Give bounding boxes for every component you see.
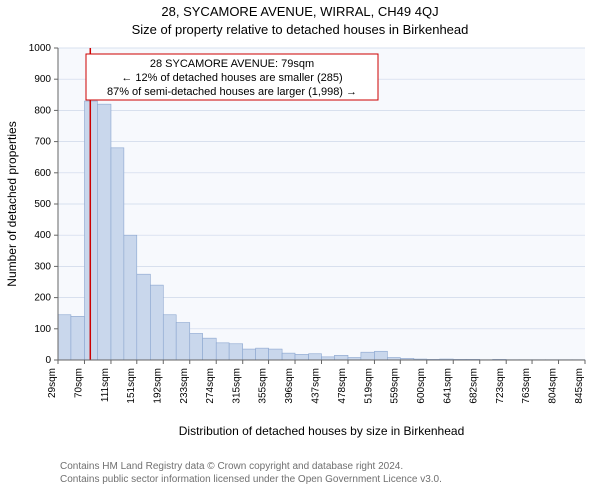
svg-text:700: 700 — [34, 137, 51, 148]
svg-text:151sqm: 151sqm — [126, 368, 137, 404]
svg-text:559sqm: 559sqm — [389, 368, 400, 404]
address-line: 28, SYCAMORE AVENUE, WIRRAL, CH49 4QJ — [0, 4, 600, 19]
svg-text:29sqm: 29sqm — [47, 368, 58, 398]
svg-text:800: 800 — [34, 105, 51, 116]
svg-text:100: 100 — [34, 324, 51, 335]
histogram-chart: 0 100 200 300 400 500 600 700 800 900 1000 29sqm 70s… — [0, 40, 600, 460]
svg-text:437sqm: 437sqm — [311, 368, 322, 404]
svg-text:87% of semi-detached houses ar: 87% of semi-detached houses are larger (… — [107, 86, 357, 98]
chart-container: 28, SYCAMORE AVENUE, WIRRAL, CH49 4QJ Si… — [0, 0, 600, 500]
svg-text:233sqm: 233sqm — [179, 368, 190, 404]
svg-text:1000: 1000 — [29, 43, 52, 54]
svg-text:845sqm: 845sqm — [574, 368, 585, 404]
svg-text:641sqm: 641sqm — [442, 368, 453, 404]
svg-text:Distribution of detached house: Distribution of detached houses by size … — [179, 424, 465, 438]
footer-line-1: Contains HM Land Registry data © Crown c… — [60, 460, 442, 473]
svg-text:70sqm: 70sqm — [73, 368, 84, 398]
svg-text:600sqm: 600sqm — [416, 368, 427, 404]
svg-text:600: 600 — [34, 168, 51, 179]
svg-text:500: 500 — [34, 199, 51, 210]
svg-text:Number of detached properties: Number of detached properties — [5, 121, 19, 286]
svg-text:0: 0 — [45, 355, 51, 366]
svg-text:315sqm: 315sqm — [232, 368, 243, 404]
svg-text:355sqm: 355sqm — [258, 368, 269, 404]
svg-text:300: 300 — [34, 261, 51, 272]
footer-attribution: Contains HM Land Registry data © Crown c… — [60, 460, 442, 486]
svg-text:← 12% of detached houses are s: ← 12% of detached houses are smaller (28… — [121, 72, 342, 84]
subtitle-line: Size of property relative to detached ho… — [0, 22, 600, 37]
svg-text:400: 400 — [34, 230, 51, 241]
svg-text:478sqm: 478sqm — [337, 368, 348, 404]
svg-text:274sqm: 274sqm — [205, 368, 216, 404]
svg-text:804sqm: 804sqm — [548, 368, 559, 404]
svg-text:28 SYCAMORE AVENUE: 79sqm: 28 SYCAMORE AVENUE: 79sqm — [150, 58, 314, 70]
svg-text:723sqm: 723sqm — [495, 368, 506, 404]
svg-text:192sqm: 192sqm — [152, 368, 163, 404]
svg-text:200: 200 — [34, 293, 51, 304]
svg-text:682sqm: 682sqm — [469, 368, 480, 404]
svg-text:396sqm: 396sqm — [284, 368, 295, 404]
svg-text:519sqm: 519sqm — [363, 368, 374, 404]
svg-text:111sqm: 111sqm — [100, 368, 111, 402]
svg-text:763sqm: 763sqm — [521, 368, 532, 404]
footer-line-2: Contains public sector information licen… — [60, 473, 442, 486]
svg-text:900: 900 — [34, 74, 51, 85]
